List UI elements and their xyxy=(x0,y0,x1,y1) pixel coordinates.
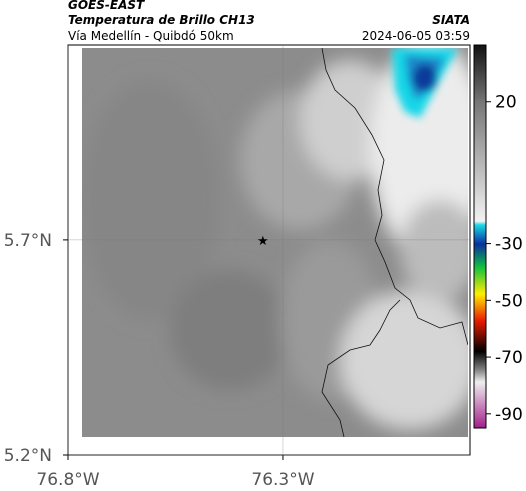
y-tick-label: 5.7°N xyxy=(4,231,52,251)
datetime: 2024-06-05 03:59 xyxy=(362,29,470,43)
y-tick-label: 5.2°N xyxy=(4,446,52,466)
x-tick-label: 76.8°W xyxy=(36,470,99,490)
x-tick-label: 76.3°W xyxy=(251,470,314,490)
colorbar-tick-label: -70 xyxy=(495,348,523,368)
product: Temperatura de Brillo CH13 xyxy=(68,13,255,27)
colorbar-tick-label: -50 xyxy=(495,291,523,311)
colorbar xyxy=(473,44,487,429)
region: Vía Medellín - Quibdó 50km xyxy=(68,29,234,43)
colorbar-tick-label: 20 xyxy=(495,93,517,113)
imagery xyxy=(82,48,468,437)
station-marker: ★ xyxy=(257,234,269,249)
colorbar-tick-label: -30 xyxy=(495,235,523,255)
satellite: GOES-EAST xyxy=(68,0,145,12)
colorbar-tick-label: -90 xyxy=(495,405,523,425)
source: SIATA xyxy=(432,13,470,27)
